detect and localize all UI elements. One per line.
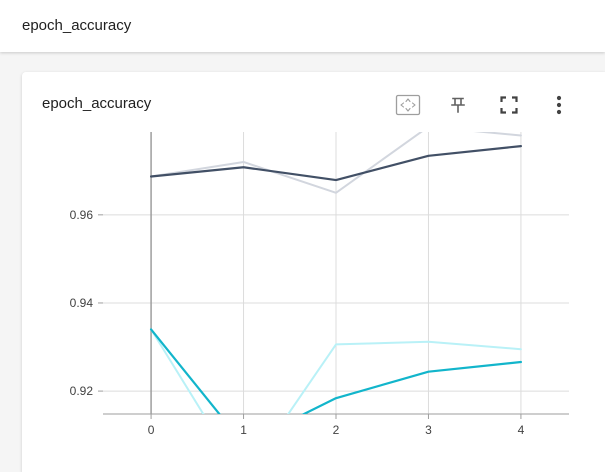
x-tick-label: 0 bbox=[148, 423, 155, 437]
more-vert-icon[interactable] bbox=[546, 92, 572, 118]
tick-labels: 0 1 2 3 4 0.92 0.94 0.96 bbox=[70, 208, 525, 437]
x-tick-label: 4 bbox=[518, 423, 525, 437]
series-line-train-smoothed bbox=[149, 144, 523, 182]
fullscreen-icon[interactable] bbox=[496, 92, 522, 118]
fit-domain-icon[interactable] bbox=[395, 92, 421, 118]
x-tick-label: 2 bbox=[333, 423, 340, 437]
x-tick-label: 3 bbox=[425, 423, 432, 437]
pin-icon[interactable] bbox=[445, 92, 471, 118]
header-title: epoch_accuracy bbox=[22, 17, 132, 34]
series-line-validation-smoothed bbox=[149, 328, 523, 414]
chart-plot: 0 1 2 3 4 0.92 0.94 0.96 bbox=[70, 132, 569, 437]
y-tick-label: 0.94 bbox=[70, 296, 94, 310]
series-line-train-raw bbox=[150, 132, 522, 194]
x-tick-label: 1 bbox=[240, 423, 247, 437]
series-line-validation-raw bbox=[150, 328, 522, 414]
series-layer bbox=[149, 132, 523, 414]
y-tick-label: 0.92 bbox=[70, 384, 94, 398]
axis-layer bbox=[98, 132, 569, 419]
y-tick-label: 0.96 bbox=[70, 208, 94, 222]
chart-card: epoch_accuracy 0 1 2 3 4 0.92 0.9 bbox=[22, 72, 605, 472]
top-header: epoch_accuracy bbox=[0, 0, 605, 52]
card-title: epoch_accuracy bbox=[42, 95, 152, 112]
